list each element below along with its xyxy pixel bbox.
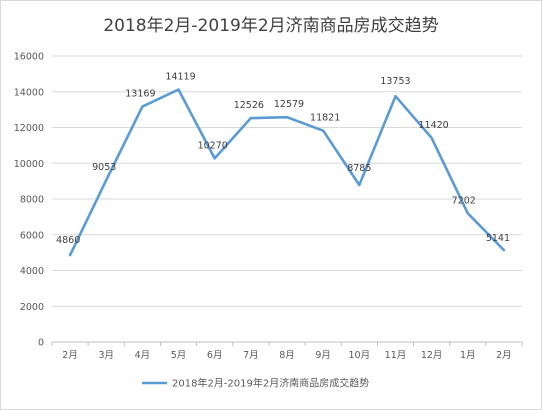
x-tick-label: 11月 [385, 350, 407, 361]
data-label: 12579 [274, 99, 304, 110]
x-tick-label: 10月 [349, 350, 371, 361]
x-tick-label: 5月 [171, 350, 187, 361]
data-label: 11821 [310, 113, 340, 124]
x-tick-label: 3月 [98, 350, 114, 361]
y-tick-label: 8000 [20, 195, 44, 206]
x-tick-label: 4月 [135, 350, 151, 361]
y-tick-label: 0 [38, 338, 44, 349]
data-label: 4860 [56, 235, 80, 246]
y-tick-label: 10000 [14, 159, 44, 170]
x-tick-label: 6月 [207, 350, 223, 361]
x-tick-label: 1月 [460, 350, 476, 361]
series-line [68, 88, 506, 257]
x-tick-label: 2月 [62, 350, 78, 361]
data-label: 7202 [452, 195, 476, 206]
data-label: 10270 [198, 140, 228, 151]
x-tick-label: 7月 [243, 350, 259, 361]
legend-label: 2018年2月-2019年2月济南商品房成交趋势 [172, 377, 369, 390]
y-tick-label: 12000 [14, 123, 44, 134]
data-label: 13169 [125, 89, 155, 100]
y-tick-label: 14000 [14, 87, 44, 98]
y-tick-label: 2000 [20, 302, 44, 313]
x-tick-label: 8月 [279, 350, 295, 361]
y-tick-label: 6000 [20, 230, 44, 241]
data-label: 5141 [486, 233, 510, 244]
data-label: 9053 [92, 162, 116, 173]
x-tick-label: 12月 [421, 350, 443, 361]
data-label: 11420 [418, 120, 448, 131]
data-label: 14119 [165, 72, 195, 83]
data-label: 13753 [380, 76, 410, 87]
y-tick-label: 16000 [14, 52, 44, 63]
x-tick-label: 2月 [496, 350, 512, 361]
data-label: 8785 [347, 163, 371, 174]
chart-title: 2018年2月-2019年2月济南商品房成交趋势 [103, 16, 439, 36]
data-label: 12526 [234, 100, 264, 111]
y-tick-label: 4000 [20, 266, 44, 277]
x-tick-label: 9月 [315, 350, 331, 361]
